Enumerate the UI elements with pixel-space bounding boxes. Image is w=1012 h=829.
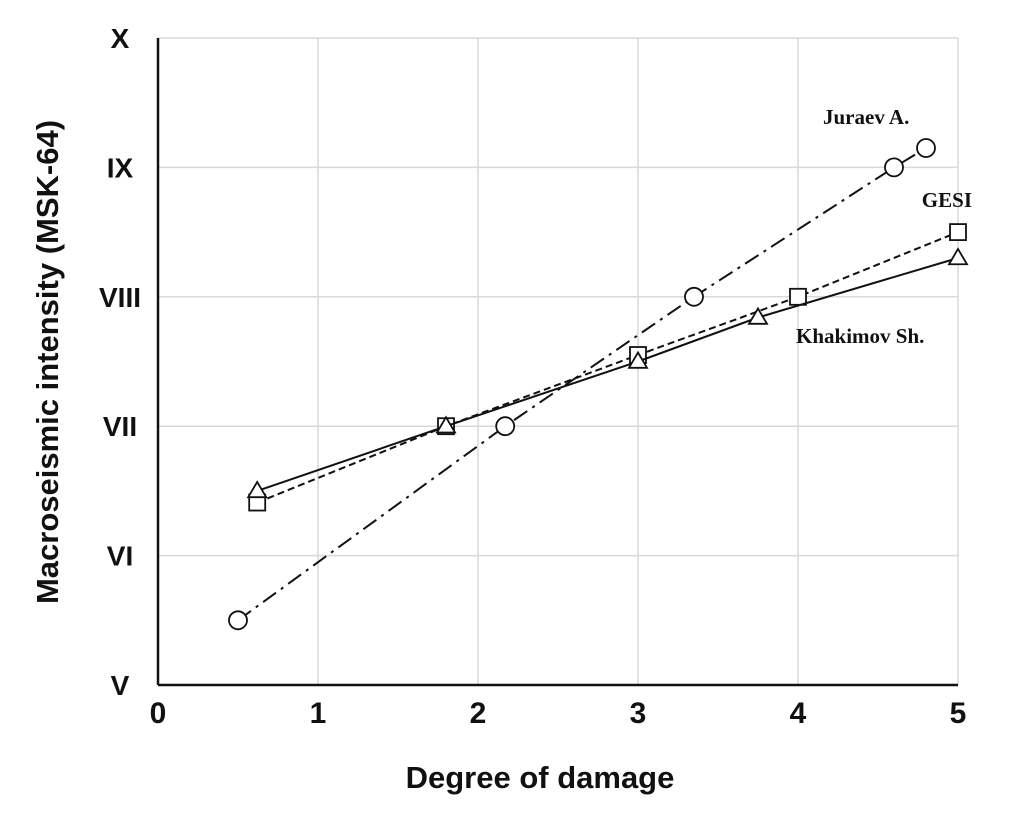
- series-label: Khakimov Sh.: [796, 324, 924, 348]
- triangle-point: [246, 480, 268, 499]
- series-label: GESI: [922, 188, 972, 212]
- series-line: [237, 147, 927, 622]
- series-triangle: [246, 247, 969, 499]
- circle-point: [916, 138, 936, 158]
- grid: [158, 37, 959, 685]
- circle-point: [684, 286, 704, 307]
- triangle-point: [627, 350, 649, 369]
- x-tick-label: 2: [470, 697, 487, 730]
- x-tick-label: 5: [950, 697, 967, 730]
- series-circle: [228, 138, 936, 631]
- y-tick-label: V: [111, 670, 130, 701]
- square-point: [789, 287, 807, 306]
- series-line: [256, 231, 959, 504]
- tick-labels: 0 1 2 3 4 5 V VI VII VIII IX X: [99, 23, 966, 730]
- y-tick-label: VIII: [99, 282, 141, 313]
- triangle-point: [947, 247, 969, 266]
- x-tick-label: 1: [310, 697, 327, 730]
- y-tick-label: VI: [107, 541, 133, 572]
- triangle-point: [435, 415, 457, 434]
- x-tick-label: 4: [790, 697, 807, 730]
- series: [228, 138, 969, 631]
- square-point: [949, 223, 967, 242]
- x-tick-label: 0: [150, 697, 167, 730]
- circle-point: [228, 610, 248, 631]
- x-tick-label: 3: [630, 697, 647, 730]
- circle-point: [495, 416, 516, 437]
- series-line: [256, 257, 959, 492]
- axes: [156, 38, 958, 687]
- series-square: [248, 223, 967, 512]
- y-tick-label: X: [111, 23, 130, 54]
- series-label: Juraev A.: [823, 105, 909, 129]
- triangle-point: [747, 306, 769, 325]
- series-labels: Juraev A. GESI Khakimov Sh.: [796, 105, 972, 348]
- y-tick-label: VII: [103, 411, 137, 442]
- x-axis-label: Degree of damage: [406, 760, 675, 795]
- circle-point: [884, 157, 904, 178]
- y-axis-label: Macroseismic intensity (MSK-64): [30, 120, 65, 604]
- y-tick-label: IX: [107, 152, 134, 183]
